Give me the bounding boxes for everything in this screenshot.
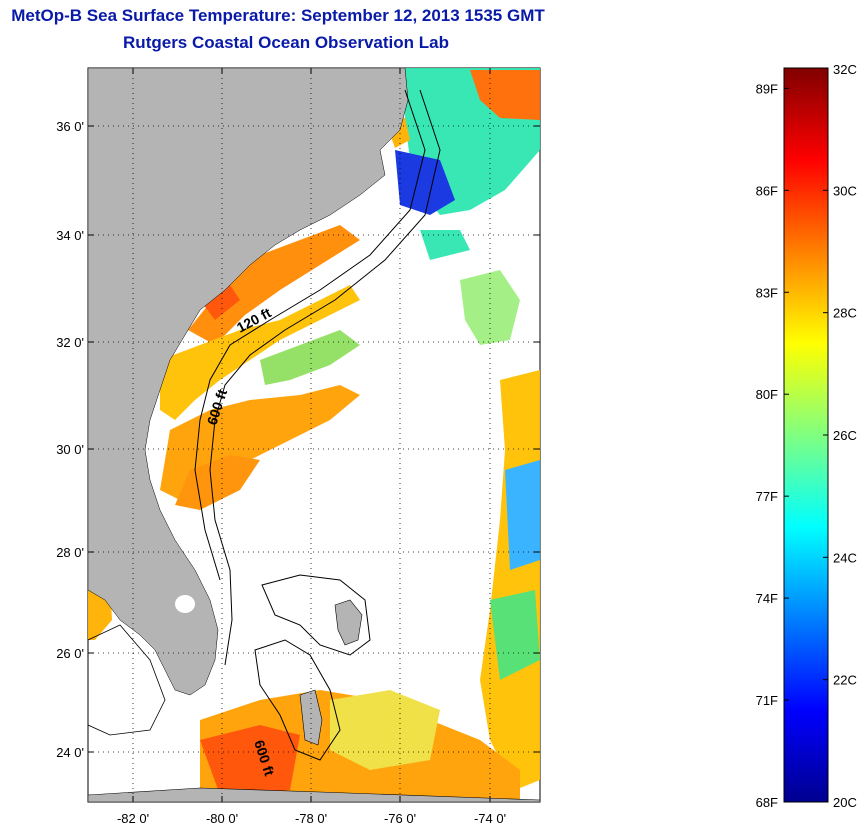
colorbar-label-celsius: 20C <box>833 795 857 810</box>
colorbar-label-celsius: 22C <box>833 673 857 688</box>
colorbar-label-fahrenheit: 71F <box>756 693 778 708</box>
land-mainland <box>88 68 409 696</box>
colorbar-label-fahrenheit: 83F <box>756 285 778 300</box>
colorbar-label-fahrenheit: 80F <box>756 387 778 402</box>
lat-label-26: 26 0' <box>56 646 84 661</box>
graticule <box>88 68 540 802</box>
lon-label-78: -78 0' <box>295 811 327 826</box>
colorbar-scale <box>783 67 829 803</box>
frame-ticks <box>88 68 540 802</box>
map-title: MetOp-B Sea Surface Temperature: Septemb… <box>11 6 545 25</box>
lat-label-28: 28 0' <box>56 545 84 560</box>
land-bahamas-1 <box>334 599 363 646</box>
colorbar-label-fahrenheit: 86F <box>756 183 778 198</box>
colorbar-ticks <box>784 67 828 803</box>
land-bahamas-2 <box>299 689 323 746</box>
colorbar: 89F 86F 83F 80F 77F 74F 71F 68F 32C 30C 28C 26C 24C… <box>756 62 857 810</box>
colorbar-label-fahrenheit: 68F <box>756 795 778 810</box>
colorbar-celsius-labels: 32C 30C 28C 26C 24C 22C 20C <box>833 62 857 810</box>
isobath-120ft <box>194 89 426 581</box>
lon-label-82: -82 0' <box>117 811 149 826</box>
colorbar-label-celsius: 32C <box>833 62 857 77</box>
colorbar-label-celsius: 30C <box>833 183 857 198</box>
colorbar-label-fahrenheit: 89F <box>756 81 778 96</box>
map-panel: 36 0' 34 0' 32 0' 30 0' 28 0' 26 0' 24 0… <box>56 67 541 826</box>
colorbar-label-fahrenheit: 77F <box>756 489 778 504</box>
colorbar-label-celsius: 24C <box>833 550 857 565</box>
colorbar-label-celsius: 28C <box>833 306 857 321</box>
lake-okeechobee <box>175 595 195 613</box>
isobath-600ft <box>209 89 441 666</box>
colorbar-fahrenheit-labels: 89F 86F 83F 80F 77F 74F 71F 68F <box>756 81 778 810</box>
lat-label-34: 34 0' <box>56 228 84 243</box>
lat-label-24: 24 0' <box>56 745 84 760</box>
lat-label-36: 36 0' <box>56 119 84 134</box>
land-cuba <box>88 787 540 802</box>
lon-label-80: -80 0' <box>206 811 238 826</box>
map-subtitle: Rutgers Coastal Ocean Observation Lab <box>123 33 449 52</box>
colorbar-label-celsius: 26C <box>833 428 857 443</box>
sst-data-layer <box>88 68 540 802</box>
lon-label-76: -76 0' <box>384 811 416 826</box>
lon-label-74: -74 0' <box>474 811 506 826</box>
lat-label-32: 32 0' <box>56 335 84 350</box>
colorbar-label-fahrenheit: 74F <box>756 591 778 606</box>
lat-label-30: 30 0' <box>56 442 84 457</box>
